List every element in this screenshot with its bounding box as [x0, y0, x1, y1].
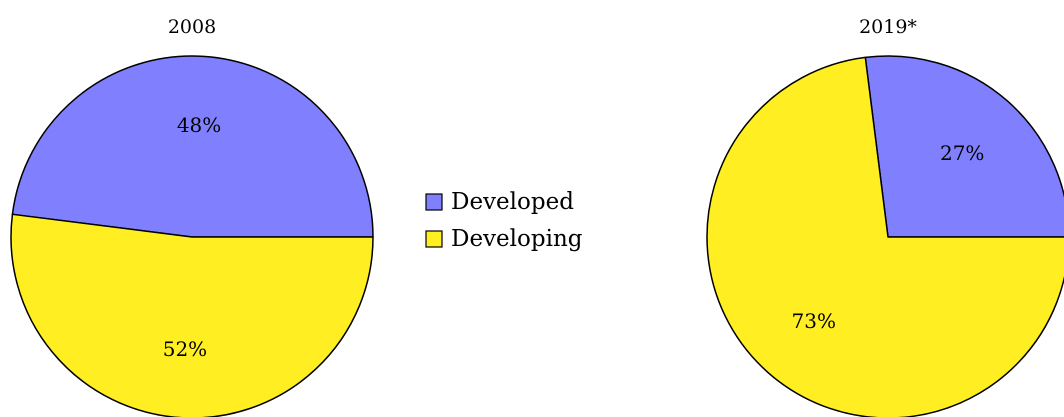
- legend-swatch-developing: [425, 230, 443, 248]
- pie-slice-2019-developing: [706, 56, 1064, 417]
- pie-slice-2019-developed: [864, 55, 1064, 238]
- pie-title-2008: 2008: [168, 16, 216, 38]
- pie-label-2019-developed: 27%: [940, 141, 984, 165]
- pie-slice-2008-developed: [11, 55, 374, 238]
- legend-swatch-developed: [425, 193, 443, 211]
- pie-label-2008-developing: 52%: [163, 337, 207, 361]
- pie-title-2019: 2019*: [859, 16, 917, 38]
- legend: Developed Developing: [425, 189, 583, 252]
- legend-label-developing: Developing: [451, 226, 583, 252]
- pie-chart-2008: 48% 52%: [10, 55, 374, 417]
- pie-label-2008-developed: 48%: [177, 113, 221, 137]
- pie-label-2019-developing: 73%: [792, 309, 836, 333]
- pie-chart-2019: 27% 73%: [706, 55, 1064, 417]
- pie-slice-2008-developing: [10, 213, 374, 417]
- legend-label-developed: Developed: [451, 189, 574, 215]
